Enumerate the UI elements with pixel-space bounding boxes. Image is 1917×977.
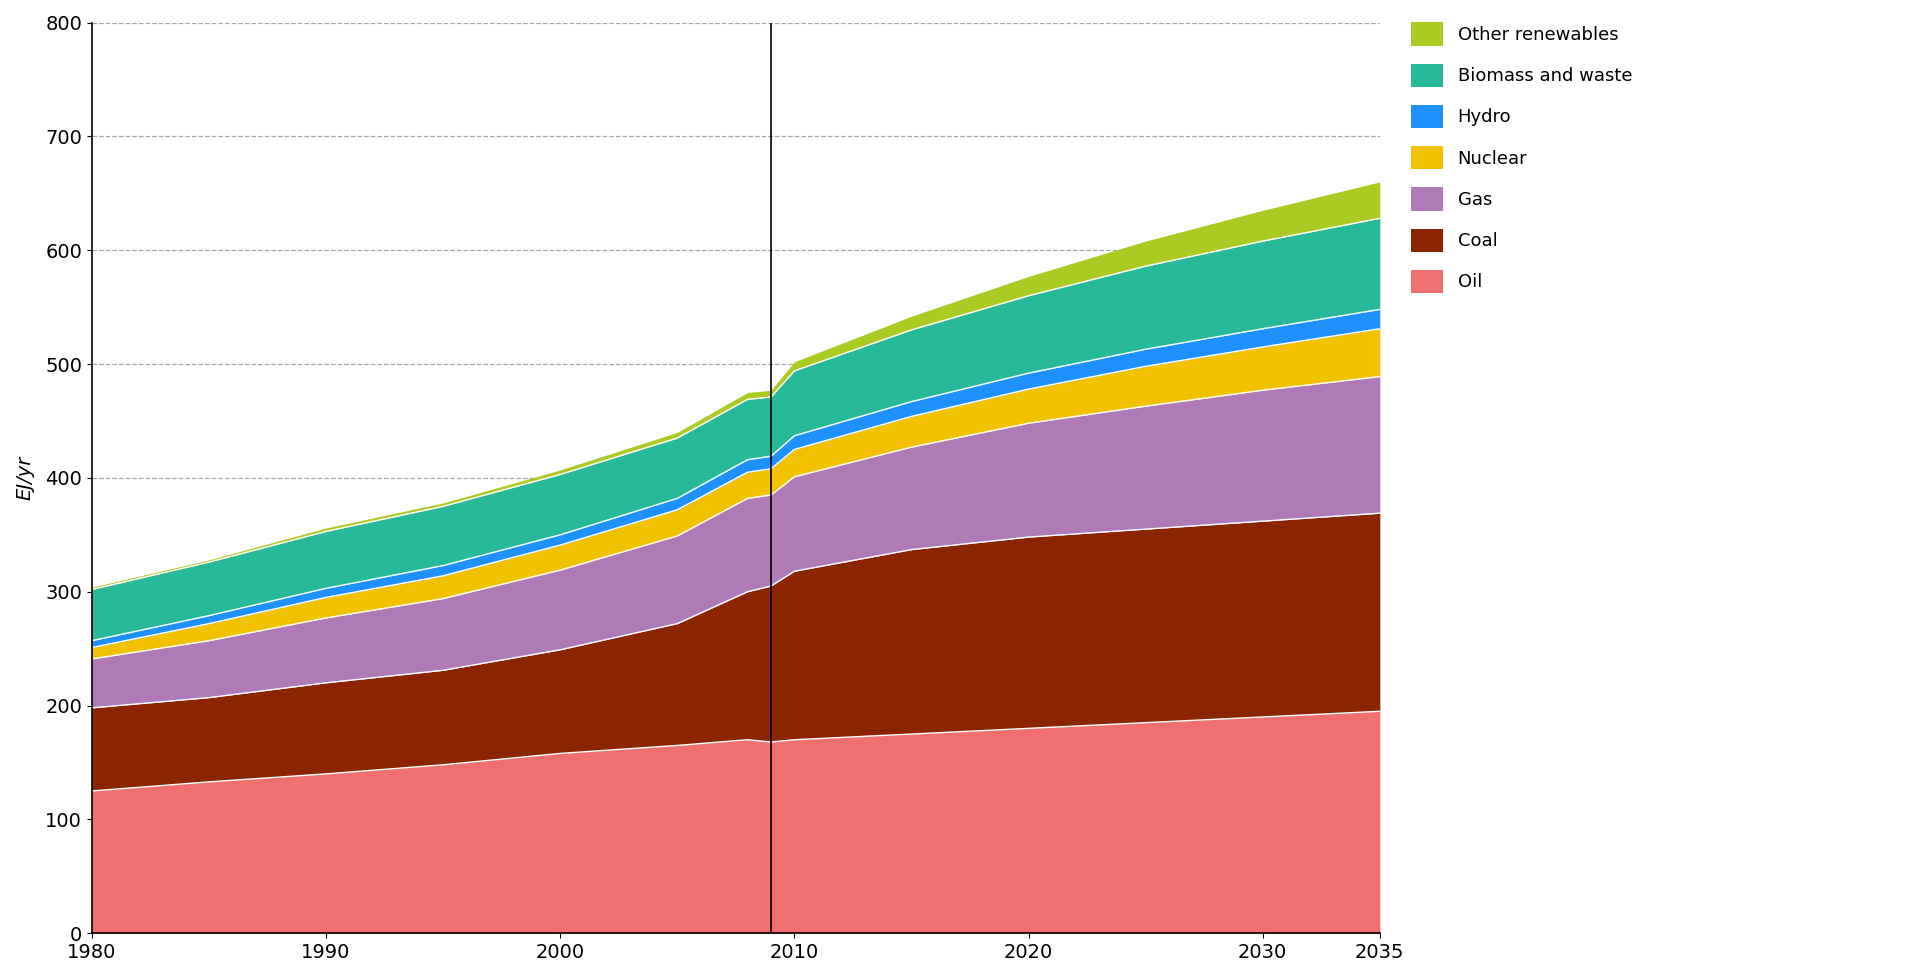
- Legend: Other renewables, Biomass and waste, Hydro, Nuclear, Gas, Coal, Oil: Other renewables, Biomass and waste, Hyd…: [1401, 14, 1641, 302]
- Y-axis label: EJ/yr: EJ/yr: [15, 455, 35, 500]
